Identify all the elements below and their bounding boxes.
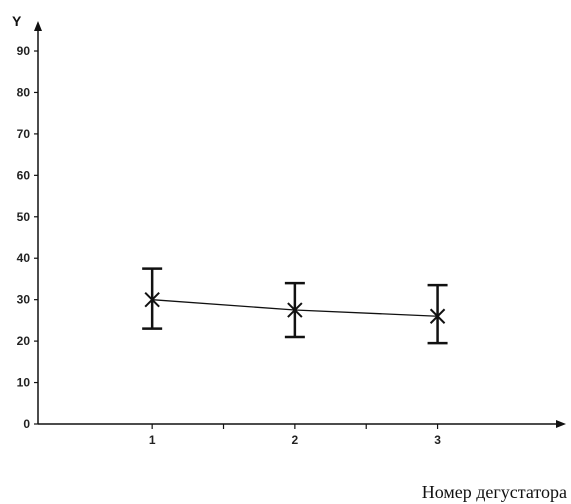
data-point bbox=[144, 291, 160, 308]
x-tick-label: 3 bbox=[434, 433, 441, 447]
data-point bbox=[287, 302, 303, 318]
y-tick-label: 70 bbox=[17, 127, 31, 141]
axes bbox=[34, 21, 566, 428]
y-axis-arrow bbox=[34, 21, 42, 31]
y-axis-label: Y bbox=[12, 13, 22, 29]
point-marker-stroke bbox=[429, 308, 446, 324]
x-axis-label: Номер дегустатора bbox=[422, 482, 567, 502]
y-tick-label: 0 bbox=[23, 417, 30, 431]
data-point bbox=[429, 308, 446, 324]
point-marker-stroke bbox=[287, 302, 303, 318]
point-marker-stroke bbox=[144, 291, 160, 308]
y-tick-label: 10 bbox=[17, 376, 31, 390]
x-tick-label: 2 bbox=[292, 433, 299, 447]
y-tick-label: 40 bbox=[17, 251, 31, 265]
x-ticks: 1 2 3 bbox=[149, 424, 441, 447]
x-axis-arrow bbox=[556, 420, 566, 428]
y-tick-label: 80 bbox=[17, 85, 31, 99]
x-tick-label: 1 bbox=[149, 433, 156, 447]
y-tick-label: 60 bbox=[17, 168, 31, 182]
y-tick-label: 30 bbox=[17, 293, 31, 307]
y-tick-label: 50 bbox=[17, 210, 31, 224]
y-ticks: 0 10 20 30 40 50 60 70 80 90 bbox=[17, 44, 38, 431]
series bbox=[142, 267, 448, 345]
y-tick-label: 90 bbox=[17, 44, 31, 58]
y-tick-label: 20 bbox=[17, 334, 31, 348]
